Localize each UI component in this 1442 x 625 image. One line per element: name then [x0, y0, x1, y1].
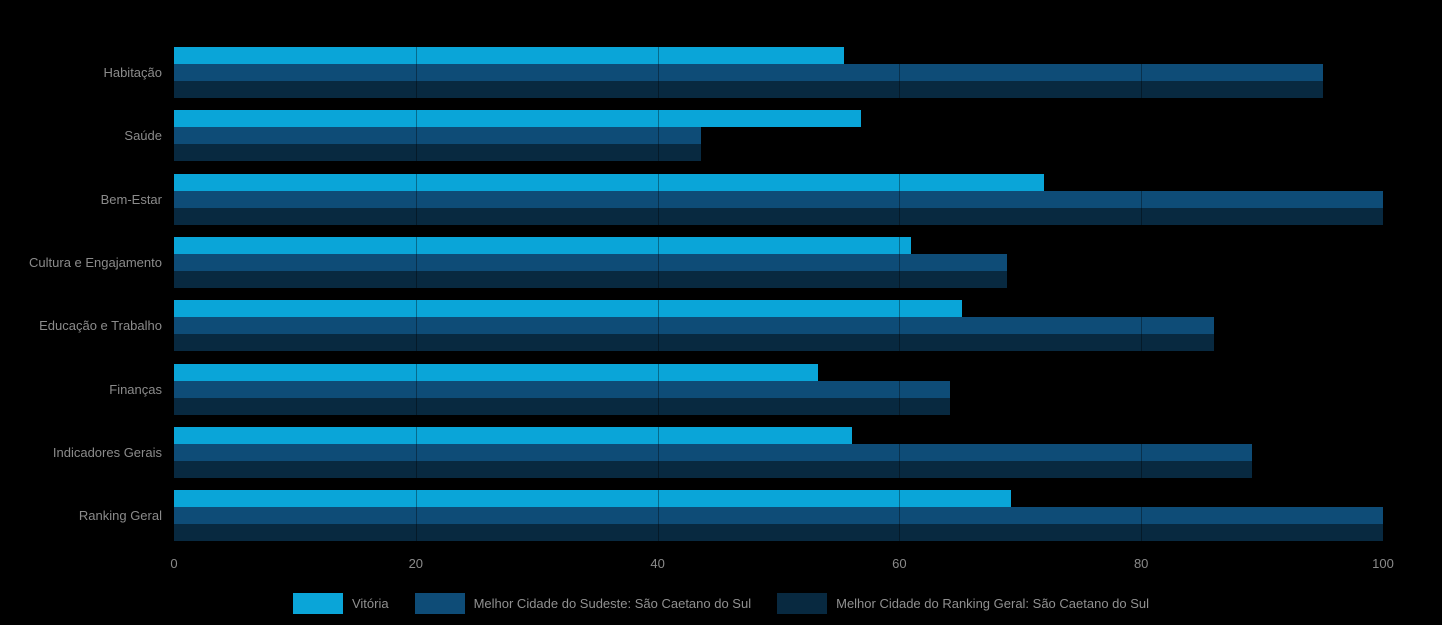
- category-label: Educação e Trabalho: [39, 318, 162, 334]
- bar-track: [174, 110, 1383, 162]
- bar-track: [174, 490, 1383, 542]
- category-label: Bem-Estar: [100, 191, 162, 207]
- category-label: Ranking Geral: [78, 508, 162, 524]
- bar-series-1[interactable]: [174, 490, 1011, 508]
- legend-swatch: [414, 592, 465, 614]
- legend-label: Melhor Cidade do Sudeste: São Caetano do…: [473, 595, 752, 611]
- legend-item[interactable]: Vitória: [292, 592, 389, 614]
- gridline: [899, 42, 901, 545]
- category-label: Cultura e Engajamento: [29, 254, 162, 270]
- bar-group: Bem-Estar: [0, 173, 1442, 225]
- bar-group: Ranking Geral: [0, 490, 1442, 542]
- bar-series-3[interactable]: [174, 460, 1253, 478]
- bar-series-3[interactable]: [174, 334, 1214, 352]
- bar-series-1[interactable]: [174, 173, 1045, 191]
- x-tick-label: 20: [408, 556, 424, 571]
- x-tick-label: 0: [170, 556, 178, 571]
- bar-series-3[interactable]: [174, 270, 1007, 288]
- bar-track: [174, 426, 1383, 478]
- bar-track: [174, 363, 1383, 415]
- category-label: Habitação: [103, 65, 162, 80]
- legend: Vitória Melhor Cidade do Sudeste: São Cae…: [0, 591, 1442, 615]
- bar-series-1[interactable]: [174, 300, 963, 318]
- bar-group: Educação e Trabalho: [0, 300, 1442, 352]
- bar-series-1[interactable]: [174, 236, 912, 254]
- gridline: [1383, 42, 1384, 545]
- legend-label: Vitória: [351, 595, 389, 611]
- bar-group: Indicadores Gerais: [0, 426, 1442, 478]
- bar-track: [174, 173, 1383, 225]
- category-label: Indicadores Gerais: [52, 444, 162, 460]
- gridline: [1141, 42, 1143, 545]
- bar-series-3[interactable]: [174, 81, 1323, 98]
- x-tick-label: 40: [650, 556, 665, 571]
- bar-group: Cultura e Engajamento: [0, 236, 1442, 288]
- bar-series-2[interactable]: [174, 317, 1214, 335]
- bar-group: Saúde: [0, 110, 1442, 162]
- legend-item[interactable]: Melhor Cidade do Sudeste: São Caetano do…: [414, 592, 752, 614]
- bar-track: [174, 300, 1383, 352]
- x-tick-label: 80: [1133, 556, 1149, 571]
- bar-series-2[interactable]: [174, 253, 1007, 271]
- bar-series-2[interactable]: [174, 507, 1383, 525]
- bar-series-2[interactable]: [174, 380, 951, 398]
- bar-group: Habitação: [0, 47, 1442, 98]
- bar-series-1[interactable]: [174, 110, 861, 128]
- bar-series-1[interactable]: [174, 426, 853, 444]
- bar-track: [174, 236, 1383, 288]
- bar-track: [174, 47, 1383, 98]
- legend-swatch: [292, 592, 343, 614]
- bar-series-3[interactable]: [174, 207, 1383, 225]
- bar-series-2[interactable]: [174, 127, 702, 145]
- bar-series-1[interactable]: [174, 47, 844, 64]
- gridline: [415, 42, 417, 545]
- legend-label: Melhor Cidade do Ranking Geral: São Caet…: [836, 595, 1150, 611]
- bar-series-1[interactable]: [174, 363, 819, 381]
- legend-item[interactable]: Melhor Cidade do Ranking Geral: São Caet…: [777, 592, 1150, 614]
- bar-group: Finanças: [0, 363, 1442, 415]
- x-tick-label: 100: [1372, 556, 1394, 571]
- bar-series-2[interactable]: [174, 64, 1323, 81]
- bar-series-2[interactable]: [174, 190, 1383, 208]
- bar-series-3[interactable]: [174, 397, 951, 415]
- gridline: [657, 42, 659, 545]
- category-label: Saúde: [124, 128, 162, 144]
- legend-swatch: [777, 592, 828, 614]
- bar-series-3[interactable]: [174, 524, 1383, 542]
- bar-series-2[interactable]: [174, 443, 1253, 461]
- x-tick-label: 60: [892, 556, 907, 571]
- bar-series-3[interactable]: [174, 144, 702, 162]
- category-label: Finanças: [109, 381, 162, 397]
